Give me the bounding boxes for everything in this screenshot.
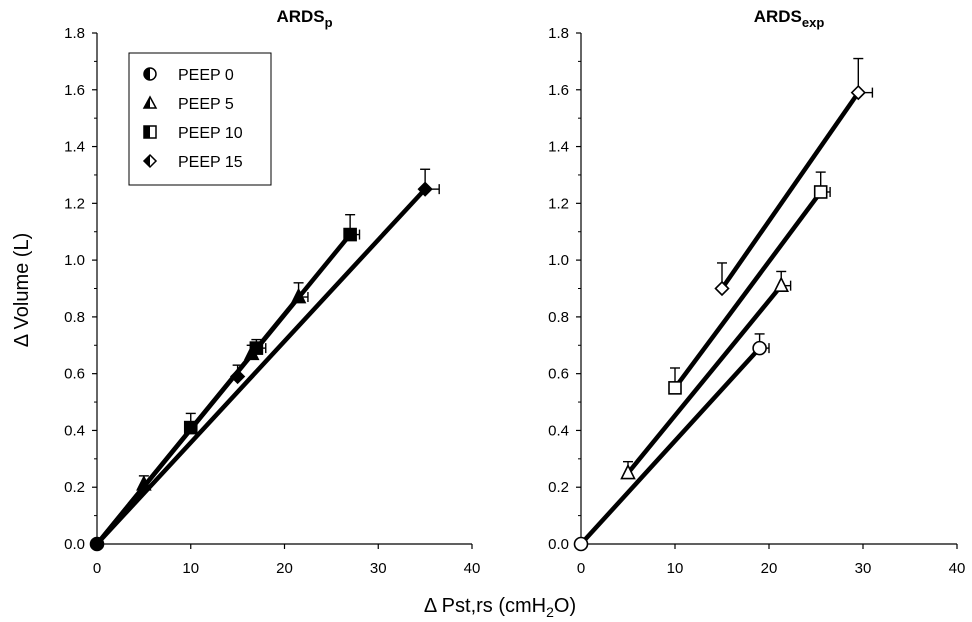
x-tick-label: 20 (276, 560, 293, 577)
data-point-peep-15-2 (417, 181, 433, 197)
left-chart-ardsp: 0.0 0.2 0.4 0.6 0.8 1.0 1.2 1.4 1.6 1.8 0 10 20 30 40 A… (64, 7, 480, 577)
y-axis-label: Δ Volume (L) (11, 233, 33, 348)
data-point-peep-10-1 (183, 420, 198, 435)
series-line-peep-0 (579, 346, 762, 546)
y-tick-label: 0.2 (548, 479, 569, 496)
legend-diamond-icon (142, 153, 158, 169)
data-point-peep-10-1 (813, 185, 828, 199)
y-tick-label: 1.2 (64, 195, 85, 212)
chart-title-subscript: exp (802, 15, 824, 30)
y-tick-label: 0.6 (64, 366, 85, 383)
legend-square-icon (143, 125, 157, 139)
y-tick-label: 1.0 (64, 252, 85, 269)
data-point-peep-15-1 (229, 368, 246, 385)
legend-circle-icon (143, 67, 157, 81)
series-line-peep-10 (95, 233, 352, 546)
x-tick-label: 40 (464, 560, 481, 577)
y-tick-label: 0.6 (548, 366, 569, 383)
y-tick-label: 1.4 (64, 139, 85, 156)
x-tick-label: 40 (949, 560, 966, 577)
data-point-peep-0-0 (89, 536, 105, 552)
data-point-peep-5-0 (620, 463, 636, 480)
legend-label: PEEP 15 (178, 154, 243, 171)
series-line-peep-10 (673, 190, 823, 390)
legend-triangle-icon (142, 95, 158, 109)
legend-label: PEEP 10 (178, 125, 243, 142)
data-point-peep-10-3 (343, 227, 357, 242)
y-tick-label: 1.4 (548, 139, 569, 156)
x-tick-label: 0 (93, 560, 101, 577)
legend-label: PEEP 0 (178, 67, 234, 84)
x-tick-label: 10 (667, 560, 684, 577)
legend-label: PEEP 5 (178, 96, 234, 113)
data-point-peep-15-0 (714, 280, 730, 297)
x-tick-label: 20 (761, 560, 778, 577)
y-tick-label: 1.0 (548, 252, 569, 269)
x-axis-label: Δ Pst,rs (cmH2O) (424, 595, 576, 620)
y-tick-label: 1.8 (548, 25, 569, 42)
y-tick-label: 0.8 (548, 309, 569, 326)
data-point-peep-5-1 (773, 276, 790, 292)
y-tick-label: 0.2 (64, 479, 85, 496)
data-point-peep-15-1 (850, 84, 866, 101)
legend: PEEP 0 PEEP 5 PEEP 10 PEEP 15 (128, 52, 272, 186)
data-point-peep-0-0 (573, 536, 589, 552)
y-tick-label: 0.0 (64, 536, 85, 553)
data-point-peep-5-3 (290, 287, 307, 304)
y-tick-label: 0.4 (64, 422, 85, 439)
y-tick-label: 1.8 (64, 25, 85, 42)
y-tick-label: 1.6 (64, 82, 85, 99)
y-tick-label: 0.8 (64, 309, 85, 326)
x-axis-label-subscript: 2 (546, 604, 554, 620)
y-tick-label: 0.4 (548, 422, 569, 439)
right-chart-ardsexp: 0.0 0.2 0.4 0.6 0.8 1.0 1.2 1.4 1.6 1.8 0 10 20 30 40 A… (548, 7, 965, 577)
y-tick-label: 1.2 (548, 195, 569, 212)
series-line-peep-5 (626, 284, 783, 475)
chart-title: ARDSexp (754, 7, 825, 30)
data-point-peep-10-2 (249, 341, 264, 355)
x-tick-label: 30 (370, 560, 387, 577)
x-tick-label: 0 (577, 560, 585, 577)
x-tick-label: 10 (182, 560, 199, 577)
chart-title: ARDSp (276, 7, 332, 30)
data-point-peep-0-1 (752, 340, 767, 356)
series-line-peep-15 (720, 91, 861, 290)
series-line-peep-15 (95, 187, 427, 546)
y-tick-label: 1.6 (548, 82, 569, 99)
data-point-peep-5-1 (136, 475, 152, 491)
data-point-peep-10-0 (668, 381, 682, 395)
y-tick-label: 0.0 (548, 536, 569, 553)
chart-title-subscript: p (325, 15, 333, 30)
x-tick-label: 30 (855, 560, 872, 577)
